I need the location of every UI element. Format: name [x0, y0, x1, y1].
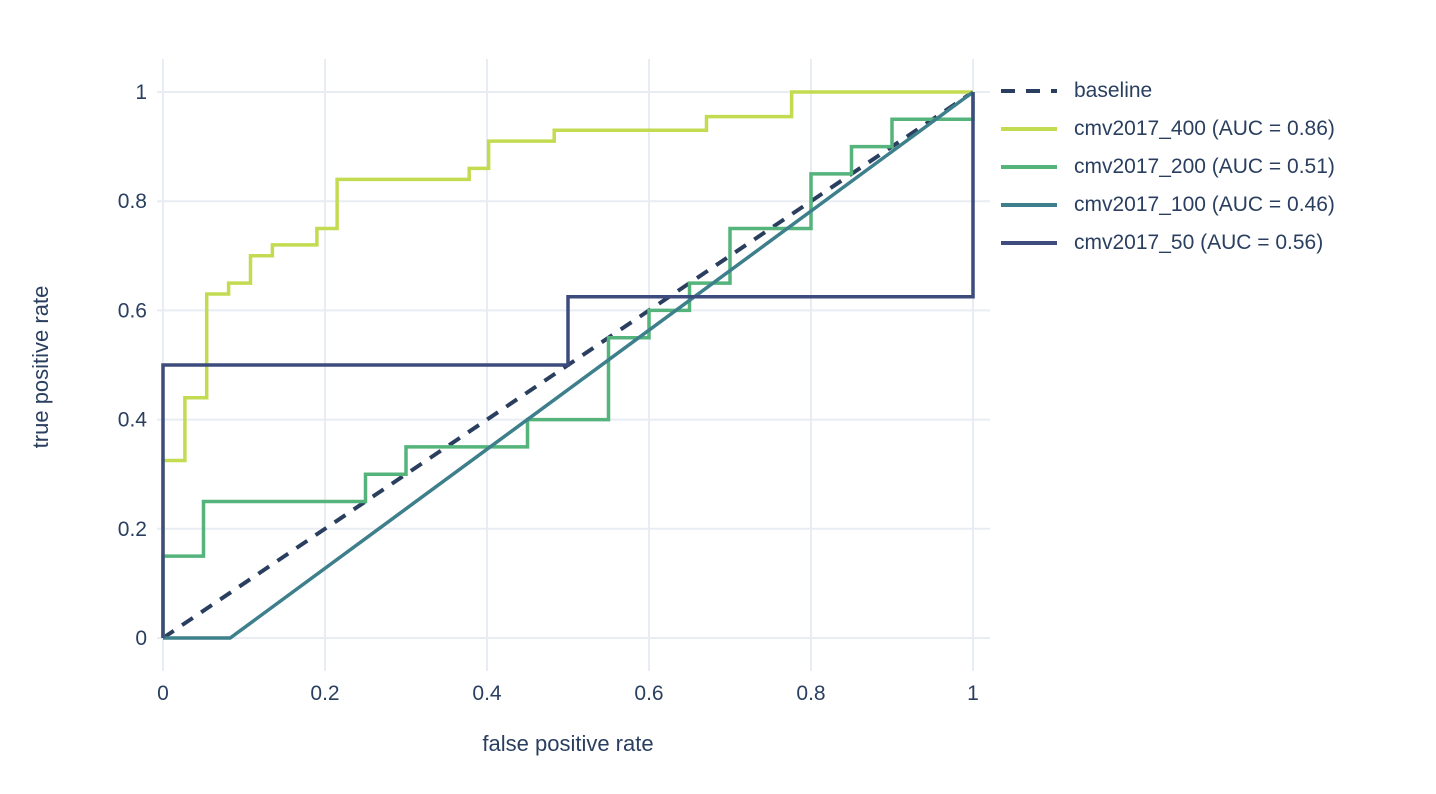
x-tick-label: 1 — [967, 682, 979, 705]
legend-swatch-line — [1001, 241, 1057, 245]
series-cmv2017_50 — [161, 92, 975, 638]
legend-item-cmv2017_400[interactable]: cmv2017_400 (AUC = 0.86) — [1000, 110, 1335, 148]
x-tick-label: 0.8 — [796, 682, 825, 705]
y-tick-label: 1 — [135, 81, 147, 104]
legend-label: cmv2017_100 (AUC = 0.46) — [1074, 193, 1335, 216]
tick-labels: 0 0.2 0.4 0.6 0.8 1 0 0.2 0.4 0.6 0.8 1 — [118, 81, 979, 705]
legend-swatch-line — [1001, 89, 1057, 93]
series-cmv2017_400 — [161, 90, 973, 638]
y-tick-label: 0.8 — [118, 190, 147, 213]
x-tick-label: 0 — [157, 682, 169, 705]
y-tick-label: 0 — [135, 627, 147, 650]
x-tick-label: 0.6 — [634, 682, 663, 705]
legend-label: cmv2017_400 (AUC = 0.86) — [1074, 117, 1335, 140]
x-tick-label: 0.2 — [310, 682, 339, 705]
legend-label: cmv2017_50 (AUC = 0.56) — [1074, 231, 1324, 254]
legend-item-cmv2017_200[interactable]: cmv2017_200 (AUC = 0.51) — [1000, 148, 1335, 186]
y-axis-title: true positive rate — [28, 285, 53, 449]
legend-item-cmv2017_50[interactable]: cmv2017_50 (AUC = 0.56) — [1000, 224, 1335, 262]
series-cmv2017_200 — [161, 92, 975, 638]
legend-label: cmv2017_200 (AUC = 0.51) — [1074, 155, 1335, 178]
legend-item-baseline[interactable]: baseline — [1000, 72, 1335, 110]
legend: baseline cmv2017_400 (AUC = 0.86) cmv2017_… — [1000, 72, 1335, 262]
x-tick-label: 0.4 — [472, 682, 502, 705]
legend-item-cmv2017_100[interactable]: cmv2017_100 (AUC = 0.46) — [1000, 186, 1335, 224]
y-tick-label: 0.4 — [118, 409, 148, 432]
series-group — [161, 90, 975, 640]
series-cmv2017_100 — [163, 90, 975, 640]
legend-swatch-line — [1001, 127, 1057, 131]
x-axis-title: false positive rate — [482, 731, 654, 756]
y-tick-label: 0.6 — [118, 299, 147, 322]
legend-label: baseline — [1074, 79, 1153, 102]
y-tick-label: 0.2 — [118, 518, 147, 541]
legend-swatch-line — [1001, 203, 1057, 207]
legend-swatch-line — [1001, 165, 1057, 169]
